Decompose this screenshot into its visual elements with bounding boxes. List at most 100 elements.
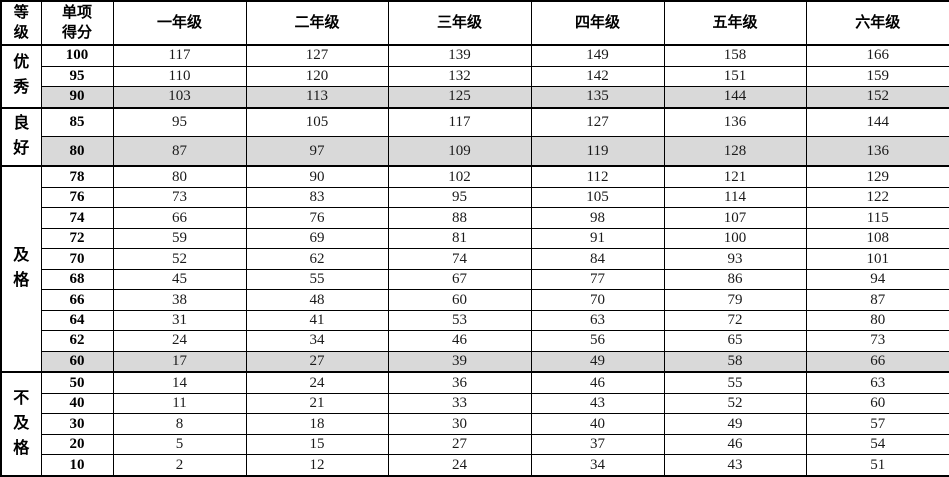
value-cell: 63 [805,371,949,394]
value-cell: 43 [530,392,665,415]
score-cell: 64 [40,309,114,332]
value-cell: 90 [245,165,389,188]
table-row: 60 17 27 39 49 58 66 [1,350,949,374]
value-cell: 105 [530,186,665,209]
value-cell: 36 [387,371,532,394]
value-cell: 117 [112,44,247,67]
score-cell: 72 [40,227,114,250]
score-cell: 95 [40,65,114,88]
value-cell: 91 [530,227,665,250]
table-row: 优 秀 100 117 127 139 149 158 166 [0,44,949,109]
value-cell: 72 [663,309,807,332]
grade-category-cell: 及 格 [0,165,42,374]
value-cell: 144 [805,107,949,138]
value-cell: 113 [245,86,389,109]
value-cell: 53 [387,309,532,332]
value-cell: 83 [245,186,389,209]
value-cell: 97 [245,136,389,168]
value-cell: 66 [805,350,949,374]
value-cell: 88 [387,207,532,229]
value-cell: 46 [530,371,665,394]
table-row: 74 66 76 88 98 107 115 [1,207,949,229]
table-row: 62 24 34 46 56 65 73 [1,330,949,352]
value-cell: 112 [530,165,665,188]
value-cell: 101 [805,248,949,270]
value-cell: 76 [245,207,389,229]
table-row: 30 8 18 30 40 49 57 [1,413,949,435]
value-cell: 17 [112,350,247,374]
value-cell: 66 [112,207,247,229]
value-cell: 120 [245,65,389,88]
value-cell: 151 [663,65,807,88]
value-cell: 149 [530,44,665,67]
value-cell: 158 [663,44,807,67]
value-cell: 58 [663,350,807,374]
value-cell: 18 [245,413,389,435]
score-cell: 62 [40,330,114,352]
value-cell: 132 [387,65,532,88]
table-row: 70 52 62 74 84 93 101 [1,248,949,270]
value-cell: 56 [530,330,665,352]
value-cell: 69 [245,227,389,250]
score-cell: 68 [40,268,114,291]
value-cell: 127 [245,44,389,67]
value-cell: 70 [530,289,665,311]
value-cell: 38 [112,289,247,311]
grade-category-cell: 良 好 [0,107,42,168]
value-cell: 109 [387,136,532,168]
grade-category-cell: 不 及 格 [0,371,42,477]
value-cell: 152 [805,86,949,109]
score-cell: 60 [40,350,114,374]
value-cell: 80 [112,165,247,188]
value-cell: 11 [112,392,247,415]
value-cell: 84 [530,248,665,270]
table-body: 优 秀 100 117 127 139 149 158 166 95 110 120 132 142 15… [0,44,949,477]
table-row: 68 45 55 67 77 86 94 [1,268,949,291]
value-cell: 108 [805,227,949,250]
value-cell: 14 [112,371,247,394]
score-cell: 74 [40,207,114,229]
header-item-score: 单项 得分 [40,0,114,46]
value-cell: 62 [245,248,389,270]
value-cell: 45 [112,268,247,291]
score-cell: 50 [40,371,114,394]
value-cell: 57 [805,413,949,435]
value-cell: 15 [245,433,389,456]
value-cell: 40 [530,413,665,435]
value-cell: 67 [387,268,532,291]
value-cell: 30 [387,413,532,435]
value-cell: 94 [805,268,949,291]
value-cell: 136 [805,136,949,168]
header-grade-level: 等 级 [0,0,42,46]
value-cell: 37 [530,433,665,456]
header-grade-1: 一年级 [112,0,247,46]
value-cell: 144 [663,86,807,109]
value-cell: 115 [805,207,949,229]
table-row: 95 110 120 132 142 151 159 [1,65,949,88]
score-cell: 90 [40,86,114,109]
table-header: 等 级 单项 得分 一年级 二年级 三年级 四年级 五年级 六年级 [0,0,949,46]
value-cell: 24 [112,330,247,352]
table-row: 64 31 41 53 63 72 80 [1,309,949,332]
value-cell: 46 [663,433,807,456]
score-cell: 76 [40,186,114,209]
value-cell: 117 [387,107,532,138]
value-cell: 54 [805,433,949,456]
value-cell: 110 [112,65,247,88]
header-row: 等 级 单项 得分 一年级 二年级 三年级 四年级 五年级 六年级 [0,0,949,46]
header-grade-6: 六年级 [805,0,949,46]
table-row: 良 好 85 95 105 117 127 136 144 [0,107,949,168]
value-cell: 80 [805,309,949,332]
score-cell: 80 [40,136,114,168]
score-cell: 20 [40,433,114,456]
value-cell: 127 [530,107,665,138]
value-cell: 34 [245,330,389,352]
value-cell: 142 [530,65,665,88]
value-cell: 100 [663,227,807,250]
value-cell: 39 [387,350,532,374]
value-cell: 59 [112,227,247,250]
header-grade-4: 四年级 [530,0,665,46]
score-cell: 70 [40,248,114,270]
value-cell: 122 [805,186,949,209]
